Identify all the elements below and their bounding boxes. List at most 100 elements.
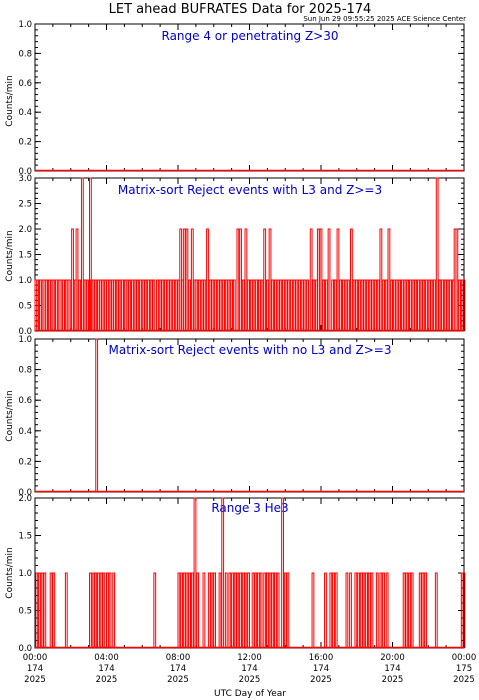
count-spike xyxy=(247,279,250,331)
count-spike xyxy=(38,279,42,331)
count-spike xyxy=(274,572,277,648)
count-spike xyxy=(219,279,223,331)
count-spike xyxy=(332,572,335,648)
count-spike xyxy=(47,279,51,331)
y-tick-label: 0.6 xyxy=(18,396,32,406)
y-tick-label: 0.5 xyxy=(18,607,32,617)
count-spike xyxy=(196,572,200,648)
count-spike xyxy=(94,572,98,648)
count-spike xyxy=(64,572,68,648)
y-tick-label: 1.0 xyxy=(18,276,32,286)
count-spike xyxy=(276,572,280,648)
x-tick-label: 2025 xyxy=(96,675,118,685)
count-spike xyxy=(38,572,41,648)
x-tick-label: 174 xyxy=(313,664,329,674)
count-spike xyxy=(75,228,79,331)
count-spike xyxy=(115,279,119,331)
count-spike xyxy=(438,279,442,331)
count-spike xyxy=(324,572,327,648)
count-spike xyxy=(80,177,84,331)
count-spike xyxy=(402,572,406,648)
y-tick-label: 0.2 xyxy=(18,457,32,467)
count-spike xyxy=(156,279,159,331)
chart-title: LET ahead BUFRATES Data for 2025-174 xyxy=(109,2,372,17)
count-spike xyxy=(149,279,153,331)
count-spike xyxy=(141,279,145,331)
count-spike xyxy=(89,177,92,331)
count-spike xyxy=(78,279,82,331)
count-spike xyxy=(211,279,215,331)
count-spike xyxy=(446,279,450,331)
count-spike xyxy=(319,228,323,331)
count-spike xyxy=(284,279,288,331)
x-tick-label: 2025 xyxy=(382,675,404,685)
count-spike xyxy=(349,228,353,331)
count-spike xyxy=(271,572,275,648)
count-spike xyxy=(139,279,142,331)
count-spike xyxy=(290,279,293,331)
count-spike xyxy=(331,279,335,331)
panel-4-title: Range 3 He3 xyxy=(211,501,288,515)
x-tick-label: 08:00 xyxy=(166,653,191,663)
count-spike xyxy=(352,279,356,331)
count-spike xyxy=(427,279,431,331)
count-spike xyxy=(232,279,236,331)
count-spike xyxy=(333,279,337,331)
count-spike xyxy=(98,279,102,331)
count-spike xyxy=(410,572,414,648)
count-spike xyxy=(236,572,240,648)
count-spike xyxy=(224,572,228,648)
x-tick-label: 04:00 xyxy=(94,653,119,663)
count-spike xyxy=(406,279,410,331)
count-spike xyxy=(400,279,404,331)
panel-1: Range 4 or penetrating Z>30 Counts/min xyxy=(5,29,339,127)
count-spike xyxy=(180,572,183,648)
x-tick-label: 2025 xyxy=(24,675,46,685)
count-spike xyxy=(193,497,197,648)
count-spike xyxy=(379,572,383,648)
panel-2-title: Matrix-sort Reject events with L3 and Z>… xyxy=(118,183,382,197)
count-spike xyxy=(367,572,371,648)
count-spike xyxy=(292,279,296,331)
count-spike xyxy=(260,279,264,331)
count-spike xyxy=(59,279,63,331)
y-tick-label: 3.0 xyxy=(18,174,32,184)
count-spike xyxy=(101,279,105,331)
panel-2: Matrix-sort Reject events with L3 and Z>… xyxy=(5,183,382,282)
count-spike xyxy=(224,279,228,331)
count-spike xyxy=(236,228,240,331)
count-spike xyxy=(83,279,87,331)
count-spike xyxy=(36,279,40,331)
panel-1-ylabel: Counts/min xyxy=(5,75,15,126)
count-spike xyxy=(265,279,269,331)
count-spike xyxy=(182,228,186,331)
count-spike xyxy=(370,572,374,648)
count-spike xyxy=(443,279,447,331)
count-spike xyxy=(363,279,367,331)
count-spike xyxy=(152,279,156,331)
count-spike xyxy=(282,279,285,331)
y-tick-label: 0.5 xyxy=(18,302,32,312)
x-tick-label: 2025 xyxy=(310,675,332,685)
y-tick-label: 0.6 xyxy=(18,79,32,89)
count-spike xyxy=(40,572,44,648)
count-spike xyxy=(458,279,461,331)
count-spike xyxy=(382,572,385,648)
x-tick-label: 20:00 xyxy=(380,653,405,663)
count-spike xyxy=(206,228,209,331)
count-spike xyxy=(221,497,225,648)
count-spike xyxy=(398,279,402,331)
count-spike xyxy=(62,279,65,331)
y-tick-label: 1.5 xyxy=(18,251,32,261)
count-spike xyxy=(121,279,124,331)
count-spike xyxy=(95,338,99,492)
count-spike xyxy=(336,228,340,331)
count-spike xyxy=(339,279,343,331)
y-tick-label: 0.0 xyxy=(18,327,32,337)
count-spike xyxy=(387,228,391,331)
count-spike xyxy=(43,572,47,648)
x-tick-label: 12:00 xyxy=(237,653,262,663)
y-tick-label: 0.0 xyxy=(18,167,32,177)
count-spike xyxy=(344,279,348,331)
